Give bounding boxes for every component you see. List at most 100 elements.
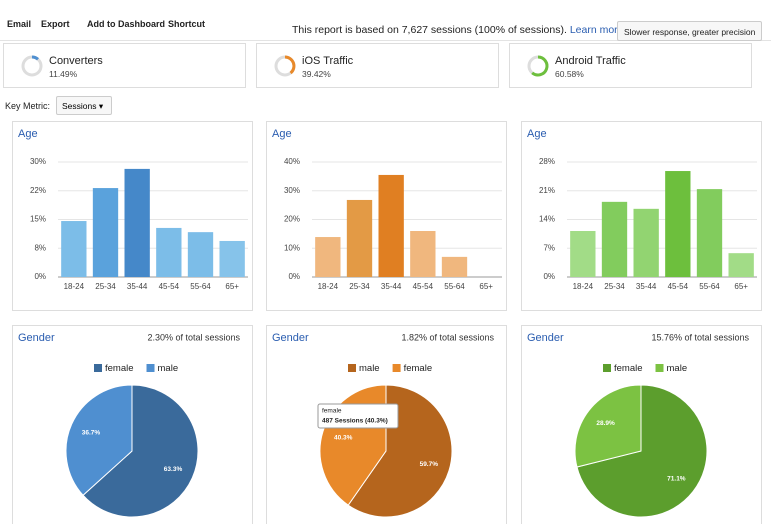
x-tick-label: 18-24 (64, 282, 85, 291)
export-button[interactable]: Export (41, 19, 70, 29)
x-tick-label: 25-34 (95, 282, 116, 291)
segment-icon (527, 55, 549, 77)
legend-label: female (105, 363, 134, 374)
pie-subtitle: 2.30% of total sessions (147, 332, 240, 342)
pie-slice (65, 384, 133, 496)
chart-title: Gender (18, 332, 55, 344)
x-tick-label: 35-44 (127, 282, 148, 291)
slice-label: 59.7% (420, 461, 439, 468)
chart-title: Gender (272, 332, 309, 344)
panel (266, 121, 507, 311)
y-tick-label: 22% (30, 186, 46, 195)
segment-icon (274, 55, 296, 77)
bar (441, 256, 468, 277)
toolbar: Email Export Add to Dashboard Shortcut T… (0, 8, 771, 57)
y-tick-label: 30% (284, 186, 300, 195)
key-metric-label: Key Metric: (5, 101, 51, 111)
x-tick-label: 25-34 (604, 282, 625, 291)
x-tick-label: 65+ (479, 282, 493, 291)
y-tick-label: 20% (284, 215, 300, 224)
y-tick-label: 7% (543, 243, 555, 252)
segment-share: 60.58% (555, 69, 584, 79)
x-tick-label: 65+ (734, 282, 748, 291)
panel (521, 121, 762, 311)
bar (124, 168, 150, 277)
y-tick-label: 14% (539, 215, 555, 224)
email-button[interactable]: Email (7, 19, 32, 29)
segment-share: 39.42% (302, 69, 331, 79)
y-tick-label: 10% (284, 243, 300, 252)
x-tick-label: 35-44 (636, 282, 657, 291)
x-tick-label: 55-64 (190, 282, 211, 291)
add-dashboard-button[interactable]: Add to Dashboard (87, 19, 165, 29)
segment-name: Android Traffic (555, 55, 626, 67)
pie-subtitle: 15.76% of total sessions (651, 332, 749, 342)
panel (266, 325, 507, 524)
legend-swatch (146, 364, 155, 372)
x-tick-label: 25-34 (349, 282, 370, 291)
bar (346, 199, 373, 277)
bar (601, 201, 628, 277)
legend-label: female (404, 363, 433, 374)
segment-share: 11.49% (49, 69, 78, 79)
y-tick-label: 0% (288, 272, 300, 281)
slice-label: 40.3% (334, 434, 353, 441)
y-tick-label: 40% (284, 157, 300, 166)
legend-label: male (359, 363, 380, 374)
x-tick-label: 45-54 (668, 282, 689, 291)
bar (665, 171, 691, 277)
notice: This report is based on 7,627 sessions (… (292, 24, 624, 36)
key-metric-value: Sessions (62, 101, 97, 111)
bar (728, 253, 754, 277)
precision-text: Slower response, greater precision (624, 27, 756, 37)
x-tick-label: 45-54 (159, 282, 180, 291)
pie-slice (576, 384, 708, 518)
tooltip-text: 487 Sessions (40.3%) (322, 418, 388, 425)
panel (12, 121, 253, 311)
pie-slice (347, 384, 453, 518)
chart-title: Age (18, 128, 38, 140)
chart-title: Age (272, 128, 292, 140)
learn-more[interactable]: Learn more (569, 24, 624, 36)
pie-subtitle: 1.82% of total sessions (401, 332, 494, 342)
bar (696, 189, 723, 277)
legend-swatch (392, 364, 401, 372)
y-tick-label: 28% (539, 157, 555, 166)
legend-swatch (655, 364, 664, 372)
slice-label: 28.9% (596, 420, 615, 427)
x-tick-label: 55-64 (444, 282, 465, 291)
segment-card[interactable]: Android Traffic 60.58% (509, 43, 752, 88)
legend-swatch (94, 364, 102, 372)
segment-card[interactable]: Converters 11.49% (3, 43, 246, 88)
bar (92, 188, 119, 277)
bar (378, 174, 404, 277)
chart-title: Age (527, 128, 547, 140)
bar (633, 208, 659, 277)
key-metric-select[interactable]: Sessions ▾ (56, 96, 112, 115)
shortcut-button[interactable]: Shortcut (168, 19, 205, 29)
tooltip-title: female (322, 408, 342, 415)
pie-slice (82, 384, 199, 518)
pie-slice (319, 384, 387, 506)
bar (570, 231, 596, 277)
y-tick-label: 30% (30, 157, 46, 166)
segment-card[interactable]: iOS Traffic 39.42% (256, 43, 499, 88)
segment-icon (21, 55, 43, 77)
segment-name: iOS Traffic (302, 55, 354, 67)
bar (410, 231, 436, 277)
bar (315, 237, 341, 277)
bar (61, 221, 87, 277)
slice-label: 36.7% (82, 430, 101, 437)
x-tick-label: 35-44 (381, 282, 402, 291)
legend-label: male (667, 363, 688, 374)
legend-label: male (158, 363, 179, 374)
bar (156, 227, 182, 277)
precision-select[interactable]: Slower response, greater precision ▾ (617, 21, 762, 57)
segment-name: Converters (49, 55, 103, 67)
tooltip-box (317, 403, 399, 429)
pie-slice (574, 384, 642, 468)
x-tick-label: 65+ (225, 282, 239, 291)
chart-title: Gender (527, 332, 564, 344)
x-tick-label: 18-24 (573, 282, 594, 291)
panel (521, 325, 762, 524)
